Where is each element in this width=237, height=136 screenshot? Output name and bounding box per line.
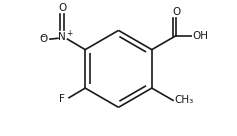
Text: +: + [67, 29, 73, 38]
Text: N: N [58, 32, 66, 42]
Text: O: O [172, 7, 180, 17]
Text: O: O [58, 3, 66, 13]
Text: OH: OH [193, 31, 209, 41]
Text: −: − [39, 32, 46, 41]
Text: CH₃: CH₃ [174, 95, 193, 105]
Text: O: O [39, 34, 47, 44]
Text: F: F [59, 95, 65, 104]
